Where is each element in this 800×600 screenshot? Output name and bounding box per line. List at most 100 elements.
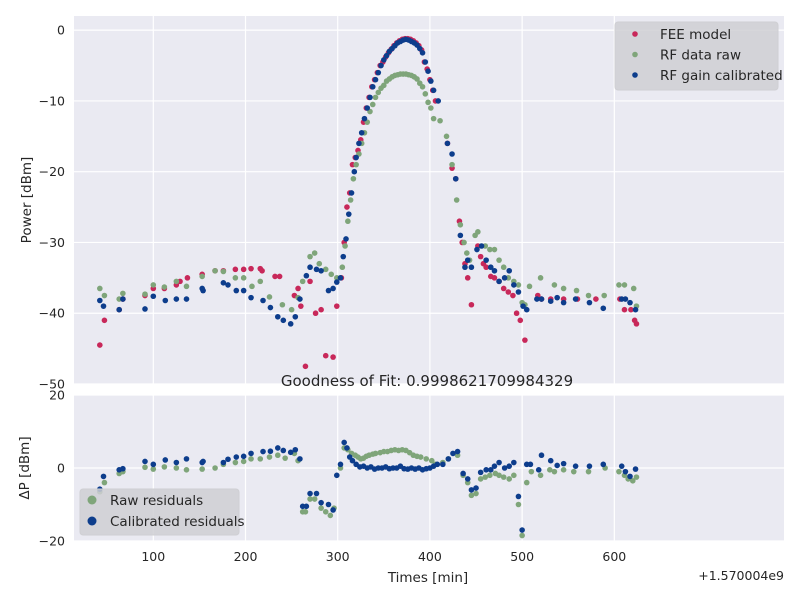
x-tick-label: 100 (141, 549, 165, 564)
data-point (422, 59, 429, 65)
data-point (517, 317, 524, 324)
data-point (537, 275, 544, 281)
data-point (142, 291, 148, 297)
data-point (302, 363, 309, 370)
data-point (307, 496, 313, 502)
data-point (372, 94, 379, 101)
data-point (183, 467, 190, 473)
data-point (318, 306, 324, 313)
data-point (259, 267, 265, 274)
data-point (440, 461, 446, 468)
data-point (232, 266, 239, 273)
data-point (337, 461, 344, 468)
data-point (435, 98, 442, 104)
data-point (257, 456, 264, 462)
data-point (585, 292, 592, 299)
data-point (450, 450, 456, 457)
data-point (282, 455, 288, 461)
data-point (97, 342, 103, 348)
data-point (428, 78, 434, 84)
data-point (462, 264, 468, 271)
data-point (303, 272, 310, 279)
data-point (523, 306, 530, 313)
data-point (482, 474, 489, 480)
legend: Raw residuals Calibrated residuals (79, 488, 245, 536)
data-point (616, 282, 622, 288)
data-point (266, 454, 273, 460)
data-point (142, 306, 148, 312)
data-point (266, 294, 273, 300)
data-point (496, 472, 502, 479)
data-point (538, 452, 545, 459)
data-point (457, 221, 464, 228)
data-point (372, 450, 379, 457)
data-point (460, 470, 466, 477)
data-point (378, 62, 384, 69)
data-point (240, 453, 247, 460)
y-tick-label: −40 (39, 306, 65, 321)
data-point (449, 151, 455, 157)
data-point (220, 268, 227, 275)
data-point (473, 490, 479, 497)
data-point (428, 105, 434, 111)
legend-marker (87, 495, 97, 505)
data-point (487, 264, 494, 271)
data-point (457, 232, 464, 239)
data-point (287, 321, 294, 327)
data-point (276, 273, 283, 280)
data-point (628, 306, 634, 313)
x-axis-label: Times [min] (387, 570, 468, 586)
data-point (161, 464, 168, 470)
y-tick-label: 0 (57, 23, 65, 38)
data-point (101, 317, 108, 324)
data-point (537, 472, 544, 479)
data-point (600, 461, 607, 468)
data-point (267, 304, 274, 311)
x-offset-text: +1.570004e9 (698, 568, 784, 583)
data-point (240, 287, 247, 294)
chart-title: Goodness of Fit: 0.9998621709984329 (281, 372, 573, 390)
legend-entry: RF data raw (632, 48, 741, 64)
data-point (444, 140, 451, 147)
data-point (212, 267, 218, 274)
data-point (200, 287, 206, 294)
data-point (274, 313, 281, 320)
x-tick-label: 400 (418, 549, 442, 564)
data-point (477, 476, 484, 482)
data-point (367, 94, 373, 101)
data-point (419, 83, 426, 90)
data-point (274, 445, 281, 451)
data-point (292, 313, 299, 320)
data-point (519, 532, 525, 539)
data-point (173, 296, 180, 302)
data-point (184, 275, 191, 281)
legend-entry: RF gain calibrated (632, 68, 783, 84)
data-point (280, 447, 287, 454)
data-point (572, 296, 579, 302)
data-point (342, 243, 348, 249)
data-point (369, 101, 376, 108)
data-point (233, 454, 240, 460)
data-point (199, 466, 205, 472)
data-point (162, 457, 169, 463)
data-point (526, 283, 533, 290)
data-point (299, 278, 306, 285)
data-point (348, 190, 355, 196)
data-point (150, 461, 157, 468)
data-point (585, 468, 592, 475)
data-point (150, 466, 157, 472)
data-point (515, 501, 522, 508)
legend-entry: FEE model (632, 27, 731, 43)
data-point (468, 487, 475, 493)
data-point (372, 76, 379, 83)
legend-entry: Calibrated residuals (87, 514, 245, 530)
data-point (511, 459, 517, 466)
data-point (375, 69, 382, 76)
data-point (449, 161, 455, 168)
data-point (369, 83, 376, 90)
data-point (570, 468, 577, 475)
data-point (477, 469, 484, 476)
data-point (434, 461, 441, 468)
